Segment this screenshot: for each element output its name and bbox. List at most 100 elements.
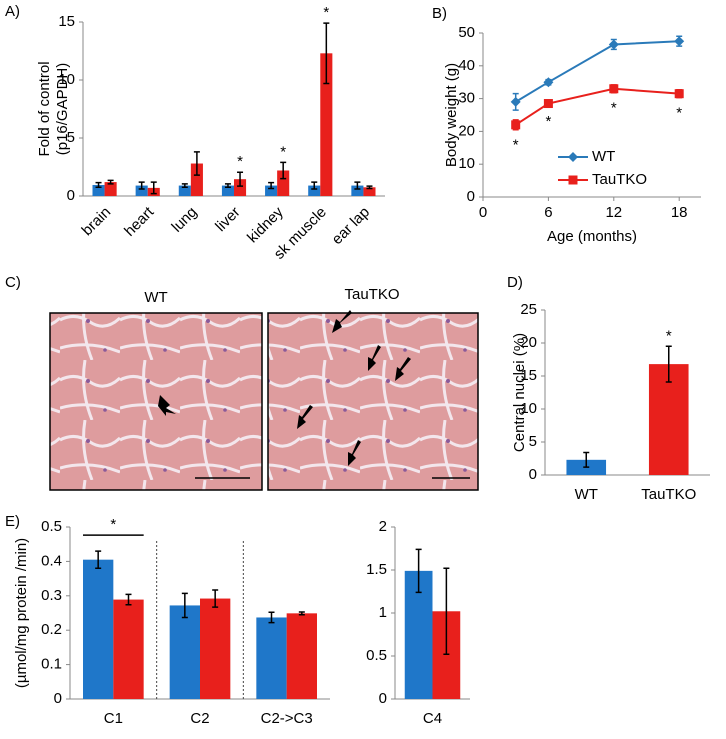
error-bar — [193, 151, 200, 176]
marker — [674, 36, 685, 47]
y-tick-label: 20 — [458, 122, 475, 139]
marker — [608, 39, 619, 50]
bar — [221, 185, 234, 196]
panel-label: C) — [5, 274, 21, 291]
y-tick-label: 0 — [67, 187, 75, 204]
bar — [190, 163, 203, 196]
y-tick-label: 0 — [467, 188, 475, 205]
error-bar — [107, 179, 114, 185]
y-tick-label: 15 — [520, 367, 537, 384]
x-tick-label: C2 — [190, 710, 209, 727]
y-tick-label: 10 — [458, 155, 475, 172]
bar — [286, 613, 317, 699]
annotation: * — [237, 153, 243, 170]
panel-label: D) — [507, 274, 523, 291]
y-tick-label: 10 — [58, 71, 75, 88]
bar — [308, 185, 321, 196]
error-bar — [150, 181, 157, 195]
legend-label: TauTKO — [592, 171, 647, 188]
x-tick-label: C1 — [104, 710, 123, 727]
y-tick-label: 15 — [58, 13, 75, 30]
y-tick-label: 0 — [529, 466, 537, 483]
y-tick-label: 50 — [458, 24, 475, 41]
y-tick-label: 40 — [458, 57, 475, 74]
error-bar — [443, 567, 450, 656]
marker — [543, 77, 554, 88]
x-tick-label: 6 — [544, 204, 552, 221]
x-tick-label: C2->C3 — [261, 710, 313, 727]
y-tick-label: 10 — [520, 400, 537, 417]
y-tick-label: 1 — [379, 604, 387, 621]
error-bar — [298, 611, 305, 616]
y-tick-label: 5 — [529, 433, 537, 450]
error-bar — [138, 181, 145, 190]
error-bar — [415, 548, 422, 594]
annotation: * — [676, 105, 682, 122]
marker — [510, 96, 521, 107]
error-bar — [95, 550, 102, 570]
y-tick-label: 1.5 — [366, 561, 387, 578]
x-tick-label: brain — [79, 204, 115, 240]
x-tick-label: heart — [121, 203, 158, 240]
marker — [511, 120, 521, 130]
error-bar — [125, 593, 132, 606]
error-bar — [268, 611, 275, 624]
error-bar — [665, 345, 672, 383]
y-tick-label: 30 — [458, 90, 475, 107]
y-axis-label: Central nuclei (%) — [511, 333, 528, 452]
error-bar — [181, 183, 188, 189]
image-title: TauTKO — [344, 286, 399, 303]
error-bar — [268, 181, 275, 190]
panel-label: B) — [432, 5, 447, 22]
error-bar — [311, 181, 318, 190]
legend-label: WT — [592, 148, 615, 165]
error-bar — [212, 589, 219, 608]
y-tick-label: 20 — [520, 334, 537, 351]
legend-marker — [568, 152, 578, 162]
bar — [169, 605, 200, 699]
marker — [609, 84, 619, 94]
x-tick-label: liver — [212, 204, 243, 235]
y-tick-label: 25 — [520, 301, 537, 318]
x-tick-label: TauTKO — [641, 486, 696, 503]
annotation: * — [323, 4, 329, 21]
error-bar — [181, 592, 188, 619]
line — [515, 87, 680, 126]
bar — [234, 179, 247, 196]
x-tick-label: ear lap — [329, 204, 373, 248]
y-tick-label: 0.5 — [366, 647, 387, 664]
annotation: * — [666, 327, 672, 344]
y-tick-label: 0 — [379, 690, 387, 707]
bar — [265, 185, 278, 196]
error-bar — [224, 183, 231, 189]
annotation: * — [611, 100, 617, 117]
error-bar — [95, 181, 102, 189]
error-bar — [237, 171, 244, 187]
bar — [200, 598, 231, 699]
x-tick-label: 18 — [671, 204, 688, 221]
bar — [320, 53, 333, 196]
y-tick-label: 0.5 — [41, 518, 62, 535]
x-tick-label: lung — [168, 204, 200, 236]
bar — [83, 559, 114, 699]
bar — [351, 185, 364, 196]
panel-label: E) — [5, 513, 20, 530]
image-title: WT — [144, 289, 167, 306]
y-tick-label: 0.2 — [41, 621, 62, 638]
x-tick-label: 0 — [479, 204, 487, 221]
annotation: * — [110, 516, 116, 533]
bar — [104, 182, 117, 196]
bar — [178, 185, 191, 196]
marker — [674, 89, 684, 99]
bar — [277, 170, 290, 196]
line — [515, 40, 680, 103]
annotation: * — [513, 137, 519, 154]
y-axis-label: Fold of control — [36, 61, 53, 156]
panel-label: A) — [5, 3, 20, 20]
x-axis-label: Age (months) — [547, 228, 637, 245]
error-bar — [366, 185, 373, 190]
y-tick-label: 2 — [379, 518, 387, 535]
error-bar — [323, 22, 330, 85]
y-tick-label: 5 — [67, 129, 75, 146]
error-bar — [583, 451, 590, 468]
